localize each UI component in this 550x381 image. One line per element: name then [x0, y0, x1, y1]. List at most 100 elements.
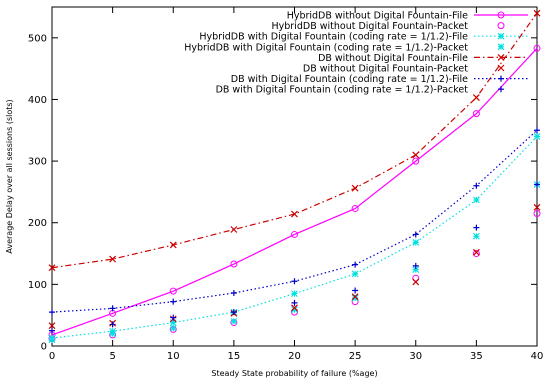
data-point — [472, 232, 480, 240]
data-point — [351, 270, 359, 278]
data-point — [291, 210, 298, 218]
legend-label: HybridDB with Digital Fountain (coding r… — [184, 42, 468, 53]
data-point — [291, 306, 298, 314]
data-point — [533, 44, 541, 52]
data-point — [291, 278, 298, 285]
data-point — [291, 290, 298, 297]
series-4 — [48, 181, 541, 344]
data-point — [109, 305, 116, 312]
data-point — [351, 184, 359, 192]
legend-marker — [497, 11, 505, 19]
data-point — [230, 289, 237, 296]
legend-marker — [497, 22, 505, 30]
data-point — [169, 241, 177, 249]
legend-item: HybridDB without Digital Fountain-File — [287, 11, 528, 22]
y-tick-label: 300 — [28, 157, 47, 168]
legend-marker — [497, 43, 505, 51]
data-point — [533, 203, 541, 211]
data-point — [533, 9, 541, 17]
data-point — [412, 239, 420, 246]
data-point — [412, 266, 420, 273]
y-axis-label: Average Delay over all sessions (slots) — [5, 99, 14, 253]
data-point — [291, 299, 298, 306]
legend-label: HybridDB with Digital Fountain (coding r… — [199, 32, 468, 43]
data-point — [412, 262, 419, 269]
series-layer — [48, 9, 541, 344]
y-tick-label: 500 — [28, 33, 47, 44]
data-point — [472, 248, 480, 256]
data-point — [533, 133, 541, 140]
legend-item: HybridDB with Digital Fountain (coding r… — [184, 42, 505, 53]
y-tick-label: 100 — [28, 280, 47, 291]
data-point — [412, 151, 420, 159]
data-point — [109, 330, 117, 338]
data-point — [170, 314, 177, 321]
data-point — [169, 287, 177, 295]
legend-marker — [497, 32, 505, 40]
data-point — [230, 317, 238, 325]
legend-item: DB with Digital Fountain (coding rate = … — [216, 85, 504, 96]
y-tick-label: 0 — [41, 342, 47, 353]
legend-label: HybridDB without Digital Fountain-File — [287, 11, 468, 22]
data-point — [351, 294, 359, 302]
data-point — [533, 209, 541, 217]
data-point — [534, 181, 540, 188]
legend-label: DB with Digital Fountain (coding rate = … — [231, 74, 468, 85]
data-point — [472, 110, 480, 118]
x-tick-label: 5 — [109, 351, 115, 362]
legend-marker — [498, 75, 504, 82]
data-point — [352, 287, 359, 294]
data-point — [351, 205, 359, 213]
data-point — [472, 94, 480, 102]
legend-item: HybridDB with Digital Fountain (coding r… — [199, 32, 528, 43]
legend-item: DB without Digital Fountain-File — [318, 53, 528, 64]
data-point — [48, 264, 56, 272]
legend-item: DB without Digital Fountain-Packet — [303, 64, 505, 75]
x-tick-label: 0 — [49, 351, 55, 362]
x-tick-label: 25 — [349, 351, 362, 362]
legend-label: DB without Digital Fountain-Packet — [303, 64, 468, 75]
series-2 — [48, 209, 541, 343]
legend-marker — [498, 86, 504, 93]
legend-label: DB without Digital Fountain-File — [318, 53, 468, 64]
x-tick-label: 15 — [228, 351, 241, 362]
data-point — [48, 322, 56, 330]
data-point — [473, 224, 480, 231]
legend-label: HybridDB without Digital Fountain-Packet — [272, 21, 469, 32]
data-point — [412, 231, 419, 238]
series-5 — [48, 9, 541, 272]
data-point — [48, 336, 56, 344]
data-point — [472, 250, 480, 258]
x-tick-label: 30 — [409, 351, 422, 362]
data-point — [352, 261, 359, 268]
data-point — [412, 157, 420, 165]
legend-marker — [497, 53, 505, 61]
data-point — [169, 319, 177, 326]
legend-item: HybridDB without Digital Fountain-Packet — [272, 21, 505, 32]
legend-label: DB with Digital Fountain (coding rate = … — [216, 85, 469, 96]
data-point — [230, 260, 238, 268]
data-point — [230, 309, 237, 316]
data-point — [351, 293, 359, 301]
series-line — [51, 129, 538, 313]
series-7 — [49, 127, 540, 316]
data-point — [109, 255, 117, 263]
y-tick-label: 200 — [28, 218, 47, 229]
data-point — [49, 327, 55, 334]
x-tick-label: 40 — [531, 351, 544, 362]
data-point — [109, 321, 116, 328]
x-tick-label: 35 — [470, 351, 483, 362]
data-point — [291, 304, 298, 312]
legend: HybridDB without Digital Fountain-FileHy… — [184, 11, 528, 96]
x-axis-label: Steady State probability of failure (%ag… — [211, 369, 377, 378]
legend-item: DB with Digital Fountain (coding rate = … — [231, 74, 528, 85]
data-point — [473, 182, 480, 189]
data-point — [291, 230, 298, 238]
legend-marker — [497, 64, 505, 72]
data-point — [49, 309, 55, 316]
data-point — [472, 196, 480, 204]
x-tick-label: 20 — [288, 351, 301, 362]
series-line — [51, 136, 538, 339]
